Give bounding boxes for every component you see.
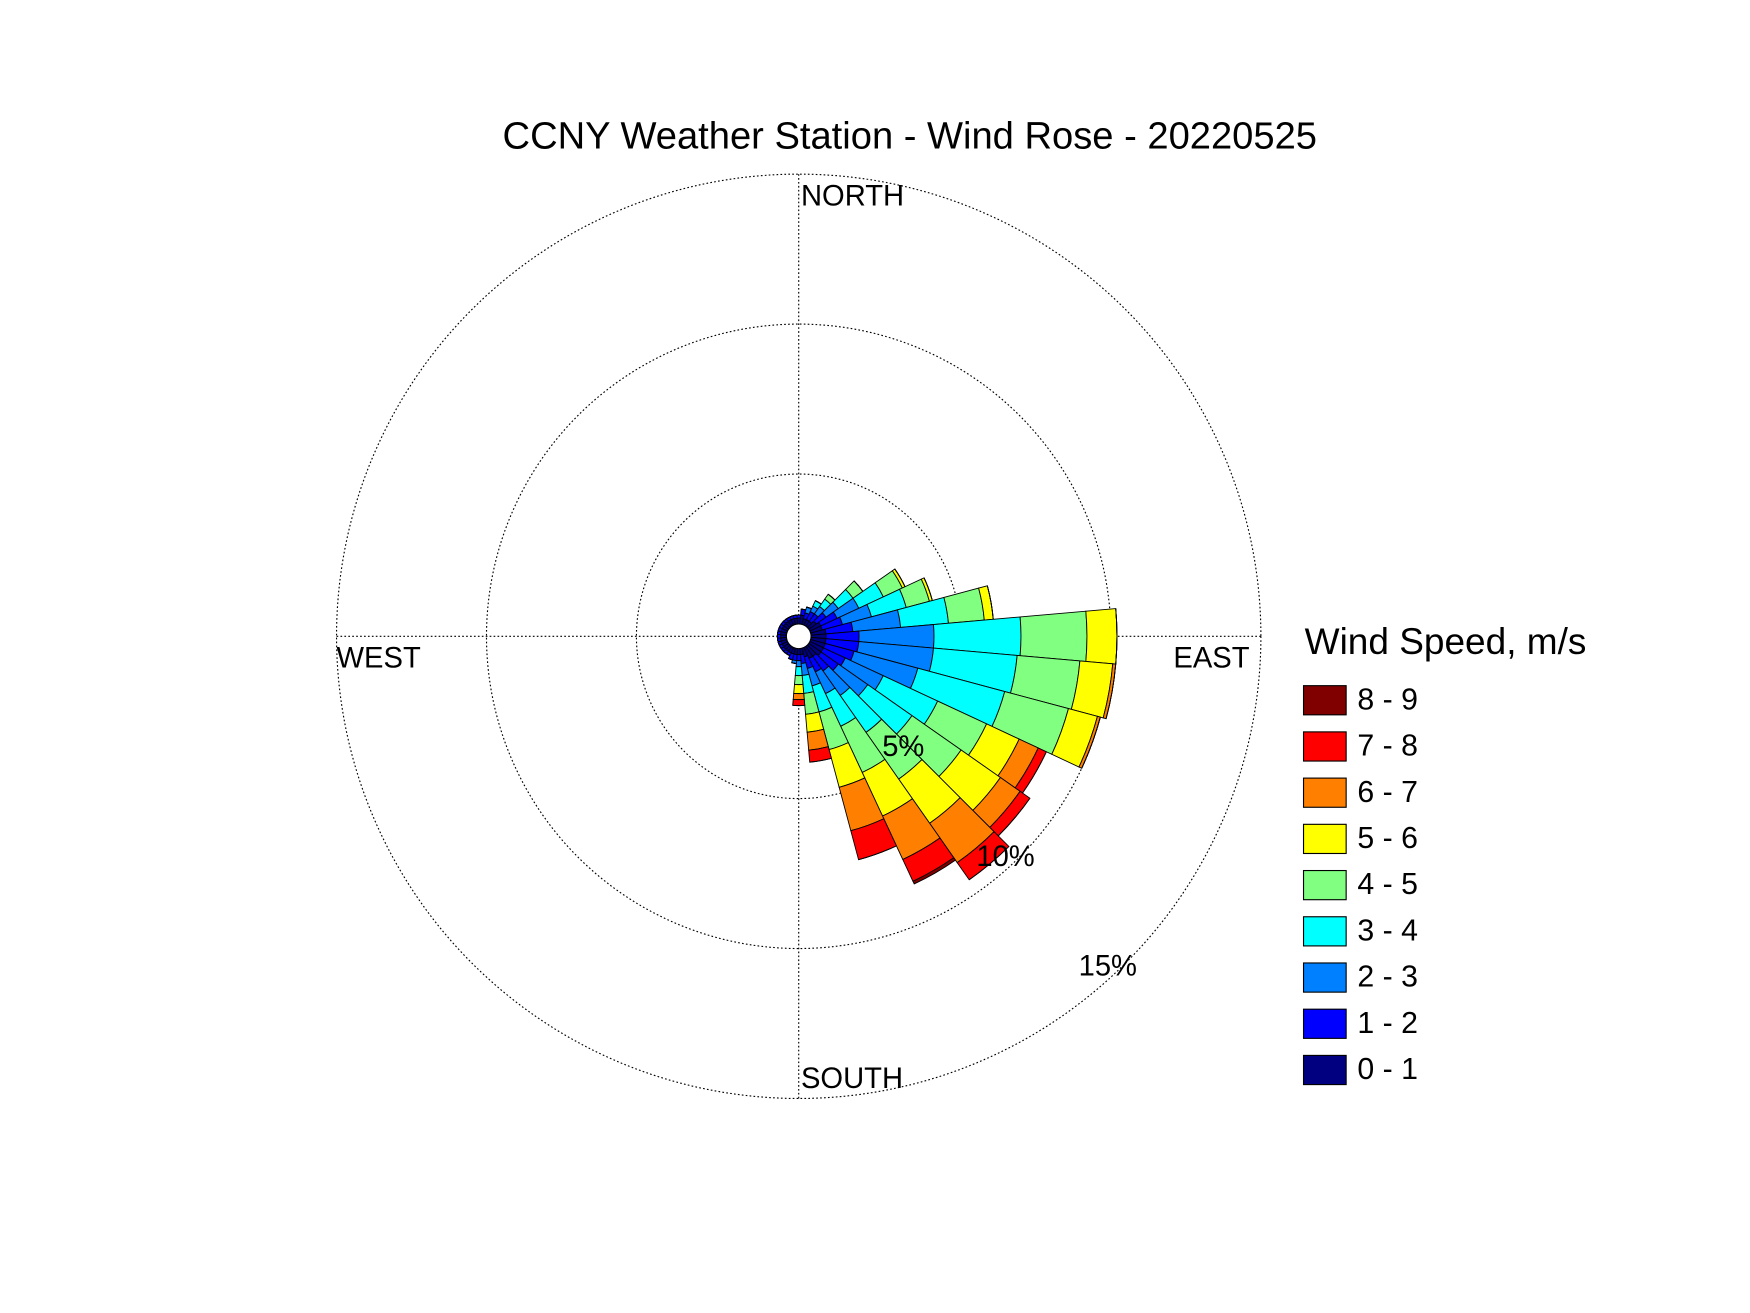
legend-swatch (1302, 1054, 1347, 1086)
wedge (793, 683, 805, 695)
direction-label: SOUTH (801, 1063, 903, 1095)
legend-swatch (1302, 777, 1347, 808)
wedges (776, 568, 1118, 885)
chart-title: CCNY Weather Station - Wind Rose - 20220… (503, 114, 1317, 157)
legend-label: 2 - 3 (1357, 961, 1418, 994)
wedge (1019, 610, 1088, 662)
wedge (794, 666, 803, 677)
center-hole (785, 623, 812, 650)
legend-swatch (1302, 731, 1347, 762)
grid-ring (335, 173, 1262, 1100)
r-tick-label: 5% (882, 731, 924, 763)
wedge (792, 692, 805, 701)
wedge (968, 846, 1010, 881)
wedge (912, 857, 957, 885)
legend-swatch (1302, 685, 1347, 716)
wedge (794, 675, 804, 686)
wedge (788, 657, 793, 661)
wedge (793, 614, 797, 617)
legend-swatch (1302, 1008, 1347, 1039)
wedge (792, 698, 806, 707)
labels: CCNY Weather Station - Wind Rose - 20220… (337, 114, 1587, 1095)
legend-swatch (1302, 869, 1347, 901)
wedge (1085, 608, 1118, 665)
direction-label: EAST (1173, 643, 1249, 675)
legend-swatch (1302, 916, 1347, 947)
legend-label: 6 - 7 (1357, 776, 1418, 809)
r-tick-label: 15% (1079, 950, 1137, 982)
direction-label: NORTH (801, 180, 904, 212)
legend-label: 3 - 4 (1357, 914, 1418, 947)
wedge (809, 757, 832, 763)
legend: 0 - 1 1 - 2 2 - 3 3 - 4 4 - 5 5 - 6 6 - 7 7 - 8… (1302, 683, 1418, 1086)
legend-swatch (1302, 962, 1347, 993)
legend-label: 1 - 2 (1357, 1007, 1418, 1040)
legend-label: 8 - 9 (1357, 683, 1418, 716)
legend-title: Wind Speed, m/s (1305, 620, 1587, 662)
legend-label: 0 - 1 (1357, 1053, 1418, 1086)
legend-label: 7 - 8 (1357, 730, 1418, 763)
legend-label: 4 - 5 (1357, 868, 1418, 901)
r-tick-label: 10% (976, 841, 1034, 873)
direction-label: WEST (337, 643, 421, 675)
legend-swatch (1302, 823, 1347, 855)
legend-label: 5 - 6 (1357, 822, 1418, 855)
